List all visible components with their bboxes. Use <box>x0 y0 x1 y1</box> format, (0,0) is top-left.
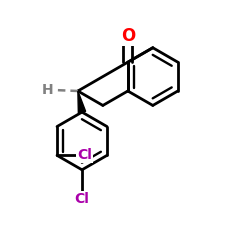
Text: Cl: Cl <box>77 148 92 162</box>
Polygon shape <box>78 91 86 113</box>
Text: O: O <box>121 27 135 45</box>
Text: H: H <box>41 83 53 97</box>
Text: Cl: Cl <box>74 192 90 206</box>
